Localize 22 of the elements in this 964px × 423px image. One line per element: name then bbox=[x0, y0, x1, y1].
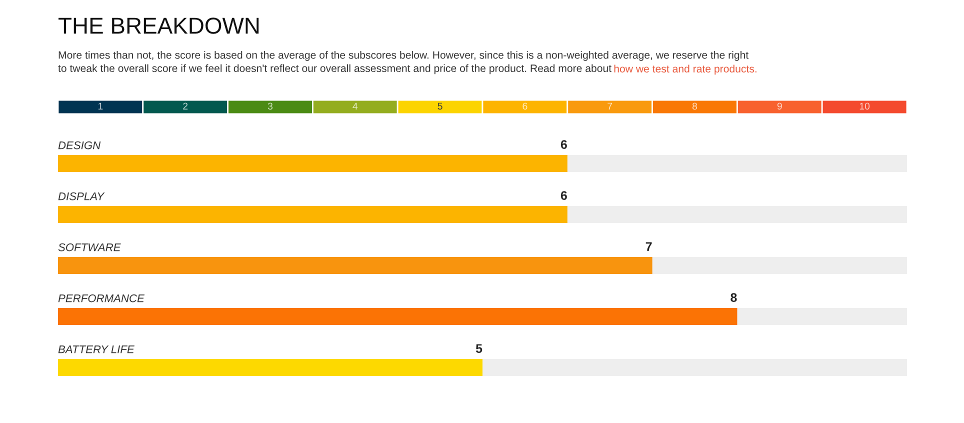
data-label: 8 bbox=[692, 102, 698, 110]
y-tick-label: BATTERY LIFE bbox=[58, 345, 134, 354]
data-label: 1 bbox=[98, 102, 103, 110]
data-label: 6 bbox=[560, 140, 567, 149]
data-label: 5 bbox=[476, 344, 482, 353]
chart-title: THE BREAKDOWN bbox=[58, 18, 259, 34]
data-label: 8 bbox=[730, 293, 737, 302]
text: how we test and rate products. bbox=[614, 64, 756, 75]
data-label: 10 bbox=[860, 102, 870, 110]
y-tick-label: SOFTWARE bbox=[58, 243, 121, 252]
data-label: 6 bbox=[522, 102, 528, 110]
data-label: 6 bbox=[560, 191, 567, 200]
data-label: 2 bbox=[183, 102, 188, 110]
data-label: 7 bbox=[646, 242, 652, 251]
y-tick-label: PERFORMANCE bbox=[58, 294, 145, 302]
data-label: 3 bbox=[268, 102, 273, 110]
y-tick-label: DISPLAY bbox=[58, 192, 105, 200]
data-label: 4 bbox=[352, 102, 358, 110]
data-label: 9 bbox=[777, 102, 782, 110]
y-tick-label: DESIGN bbox=[58, 141, 101, 150]
data-label: 7 bbox=[608, 102, 612, 110]
data-label: 5 bbox=[438, 102, 442, 110]
